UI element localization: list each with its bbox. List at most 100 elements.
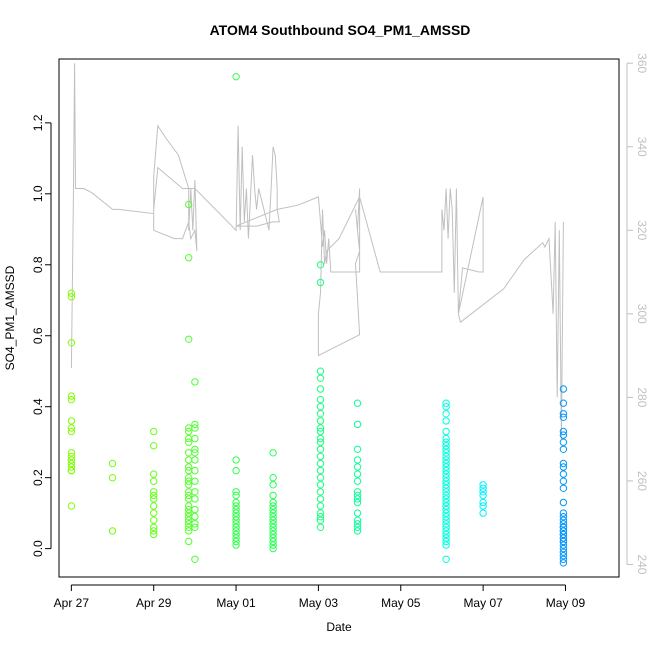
data-point <box>191 466 199 475</box>
data-point <box>185 438 193 446</box>
data-point <box>269 523 277 531</box>
data-point <box>316 474 325 482</box>
data-point <box>232 498 240 507</box>
data-point <box>269 502 277 510</box>
data-point <box>353 523 362 531</box>
data-point <box>67 459 76 468</box>
data-point <box>353 498 362 507</box>
y-tick-label: 0.2 <box>31 469 45 486</box>
data-point <box>185 335 193 343</box>
data-point <box>479 488 487 496</box>
data-point <box>353 477 362 485</box>
x-tick-label: May 09 <box>546 596 586 610</box>
data-point <box>232 456 240 464</box>
data-point <box>316 481 325 489</box>
data-point <box>559 498 568 507</box>
data-point <box>316 374 325 382</box>
data-point <box>316 395 325 404</box>
data-point <box>269 474 277 482</box>
data-point <box>191 456 199 464</box>
data-point <box>185 502 193 510</box>
data-point <box>442 516 450 524</box>
y2-tick-label: 260 <box>635 471 649 491</box>
data-point <box>559 516 568 524</box>
data-point <box>442 495 450 503</box>
data-point <box>191 495 199 503</box>
x-tick-label: May 05 <box>381 596 421 610</box>
data-point <box>185 537 193 546</box>
data-point <box>559 520 568 528</box>
data-point <box>232 73 240 81</box>
data-point <box>191 505 199 514</box>
data-point <box>150 427 158 436</box>
data-point <box>316 445 325 453</box>
data-point <box>442 484 450 492</box>
data-point <box>316 466 325 475</box>
x-axis-label: Date <box>326 620 352 634</box>
data-point <box>269 513 277 521</box>
data-point <box>185 516 193 524</box>
data-point <box>559 541 568 549</box>
data-point <box>442 527 450 535</box>
data-point <box>442 442 450 450</box>
data-point <box>442 470 450 478</box>
y2-tick-label: 240 <box>635 554 649 574</box>
data-point <box>185 474 193 482</box>
x-tick-label: Apr 27 <box>54 596 90 610</box>
data-point <box>442 520 450 528</box>
data-point <box>559 463 568 471</box>
data-point <box>442 505 450 514</box>
data-point <box>353 516 362 524</box>
data-point <box>232 502 240 510</box>
y2-tick-label: 280 <box>635 387 649 407</box>
data-point <box>442 474 450 482</box>
data-point <box>442 509 450 517</box>
data-point <box>232 509 240 517</box>
data-point <box>442 555 450 563</box>
data-point <box>150 530 158 539</box>
y2-tick-label: 300 <box>635 304 649 324</box>
data-point <box>559 555 568 563</box>
data-point <box>316 434 325 443</box>
data-point <box>479 509 487 517</box>
data-point <box>442 449 450 457</box>
data-point <box>191 378 199 386</box>
data-point <box>442 498 450 507</box>
y-tick-label: 0.4 <box>31 398 45 415</box>
data-point <box>442 513 450 521</box>
data-point <box>67 339 76 347</box>
data-point <box>442 427 450 436</box>
data-point <box>442 541 450 549</box>
data-point <box>269 481 277 489</box>
data-point <box>150 477 158 485</box>
data-point <box>67 456 76 464</box>
data-point <box>353 456 362 464</box>
data-point <box>353 445 362 453</box>
y2-tick-label: 340 <box>635 137 649 157</box>
data-point <box>269 509 277 517</box>
data-point <box>191 555 199 563</box>
data-point <box>269 491 277 500</box>
data-point <box>559 537 568 546</box>
data-point <box>559 509 568 517</box>
altitude-series <box>70 63 564 440</box>
data-point <box>232 520 240 528</box>
x-tick-label: May 03 <box>299 596 339 610</box>
data-point <box>559 445 568 453</box>
data-point <box>191 445 199 453</box>
data-point <box>442 491 450 500</box>
y2-tick-label: 360 <box>635 53 649 73</box>
data-point <box>108 459 117 468</box>
data-point <box>269 534 277 542</box>
data-point <box>191 488 199 496</box>
data-point <box>150 516 158 524</box>
data-point <box>232 534 240 542</box>
data-point <box>150 491 158 500</box>
data-point <box>232 466 240 475</box>
data-point <box>67 289 76 297</box>
data-point <box>67 417 76 425</box>
data-point <box>316 367 325 375</box>
data-point <box>442 502 450 510</box>
data-point <box>353 399 362 407</box>
data-point <box>191 520 199 528</box>
